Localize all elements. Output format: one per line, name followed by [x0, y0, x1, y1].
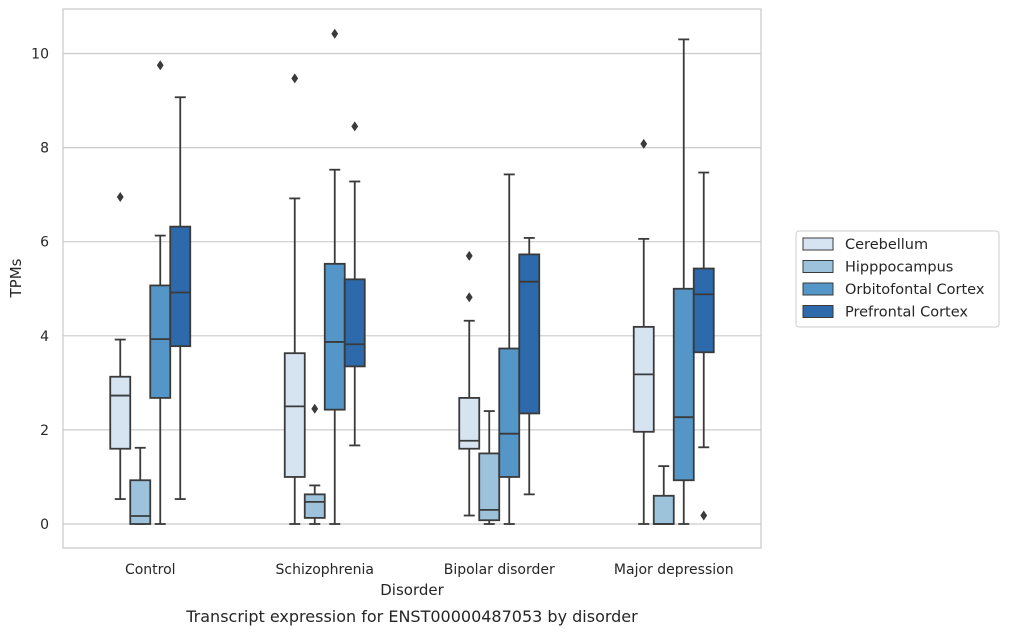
box-group	[303, 403, 326, 525]
y-tick-label: 0	[40, 517, 49, 533]
outlier-point	[640, 138, 648, 149]
box-group	[283, 73, 306, 525]
box-group	[478, 410, 501, 525]
box-iqr	[343, 278, 366, 368]
legend-frame	[795, 230, 1000, 328]
box-group	[652, 465, 675, 525]
box-group	[518, 237, 541, 496]
chart-caption: Transcript expression for ENST0000048705…	[185, 607, 638, 626]
legend-label: Orbitofontal Cortex	[845, 282, 985, 298]
box-iqr	[283, 352, 306, 478]
y-axis-title: TPMs	[7, 258, 25, 298]
box-group	[692, 171, 715, 521]
box-iqr	[518, 253, 541, 415]
box-group	[672, 38, 695, 525]
outlier-point	[331, 28, 339, 39]
boxes	[109, 28, 715, 525]
legend-swatch	[802, 305, 834, 318]
box-iqr	[129, 479, 152, 525]
box-iqr	[303, 493, 326, 519]
box-group	[498, 173, 521, 525]
legend-swatch	[802, 260, 834, 273]
box-iqr	[478, 452, 501, 522]
y-tick-labels: 0 2 4 6 8 10	[31, 47, 49, 534]
plot-area-frame	[62, 8, 762, 549]
outlier-point	[311, 403, 319, 414]
box-group	[343, 121, 366, 447]
x-tick-label: Control	[125, 562, 176, 578]
x-tick-label: Bipolar disorder	[444, 562, 555, 578]
box-group	[632, 138, 655, 525]
outlier-point	[465, 250, 473, 261]
box-group	[169, 96, 192, 500]
box-iqr	[652, 494, 675, 525]
y-tick-label: 4	[40, 329, 49, 345]
outlier-point	[291, 73, 299, 84]
box-group	[149, 60, 172, 525]
outlier-point	[700, 510, 708, 521]
box-iqr	[672, 287, 695, 482]
outlier-point	[116, 192, 124, 203]
box-iqr	[498, 347, 521, 478]
box-iqr	[458, 397, 481, 450]
y-tick-label: 2	[40, 423, 49, 439]
outlier-point	[351, 121, 359, 132]
x-axis-title: Disorder	[380, 581, 444, 599]
box-iqr	[109, 375, 132, 450]
box-iqr	[169, 225, 192, 348]
legend-label: Cerebellum	[845, 237, 928, 253]
legend: Cerebellum Hipppocampus Orbitofontal Corte…	[795, 230, 1000, 328]
box-group	[129, 446, 152, 525]
box-group	[458, 250, 481, 517]
legend-swatch	[802, 282, 834, 296]
outlier-point	[156, 60, 164, 71]
outlier-point	[465, 292, 473, 303]
y-tick-label: 8	[40, 141, 49, 157]
box-iqr	[323, 262, 346, 411]
legend-swatch	[802, 237, 834, 251]
x-tick-label: Schizophrenia	[276, 562, 374, 578]
box-iqr	[632, 325, 655, 433]
y-tick-label: 10	[31, 47, 49, 63]
box-group	[109, 192, 132, 500]
y-tick-label: 6	[40, 235, 49, 251]
x-tick-label: Major depression	[614, 562, 734, 578]
x-tick-labels: Control Schizophrenia Bipolar disorder Majo…	[125, 562, 734, 578]
box-iqr	[692, 267, 715, 354]
legend-label: Prefrontal Cortex	[845, 305, 968, 321]
box-iqr	[149, 284, 172, 399]
box-group	[323, 28, 346, 525]
legend-label: Hipppocampus	[845, 260, 953, 276]
